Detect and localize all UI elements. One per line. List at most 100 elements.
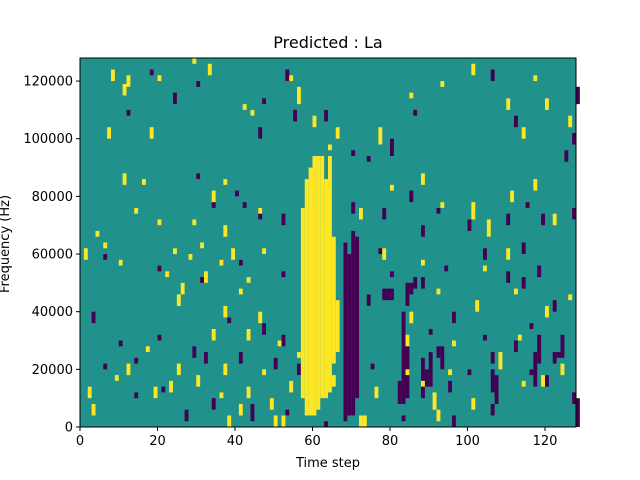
heatmap-cell-high [153, 386, 158, 399]
heatmap-cell-low [238, 352, 243, 364]
heatmap-cell-high [514, 288, 518, 295]
heatmap-cell-high [374, 386, 379, 399]
heatmap-cell-high [475, 300, 480, 312]
heatmap-cell-high [219, 392, 224, 399]
heatmap-cell-low [196, 173, 201, 180]
heatmap-cell-high [246, 277, 251, 283]
heatmap-cell-high [149, 127, 154, 139]
heatmap-cell-low [355, 236, 359, 399]
heatmap-cell-low [552, 300, 557, 312]
y-tick-label: 20000 [32, 363, 73, 378]
heatmap-cell-low [448, 380, 452, 393]
heatmap-cell-low [204, 352, 208, 364]
heatmap-cell-high [176, 363, 181, 376]
heatmap-cell-low [343, 242, 348, 422]
heatmap-cell-low [157, 334, 162, 341]
heatmap-cell-high [165, 271, 170, 278]
heatmap-cell-high [300, 207, 305, 399]
heatmap-cell-high [432, 392, 437, 410]
heatmap-cell-high [238, 288, 243, 295]
heatmap-cell-high [262, 248, 266, 255]
heatmap-cell-low [192, 346, 197, 358]
heatmap-cell-low [235, 190, 239, 197]
x-axis-label: Time step [295, 456, 360, 471]
heatmap-cell-high [324, 179, 328, 399]
heatmap-cell-high [281, 415, 286, 427]
heatmap-cell-high [297, 86, 301, 105]
heatmap-cell-high [157, 219, 162, 226]
heatmap-cell-high [204, 271, 208, 283]
heatmap-cell-low [436, 346, 441, 358]
heatmap-cell-high [409, 92, 414, 99]
heatmap-cell-low [401, 415, 406, 422]
heatmap-cell-high [273, 415, 278, 427]
heatmap-cell-high [552, 213, 557, 226]
heatmap-cell-high [95, 230, 100, 237]
heatmap-cell-low [428, 328, 433, 335]
y-tick-label: 0 [65, 421, 73, 436]
heatmap-cell-high [114, 375, 119, 381]
heatmap-cell-high [258, 311, 263, 324]
heatmap-cell-low [525, 202, 530, 208]
heatmap-cell-low [281, 334, 286, 347]
heatmap-cell-high [471, 398, 476, 410]
heatmap-cell-high [227, 415, 232, 427]
heatmap-cell-low [351, 230, 356, 416]
heatmap-cell-low [494, 375, 499, 404]
heatmap-cell-low [91, 311, 96, 324]
heatmap-cell-high [331, 375, 336, 387]
heatmap-cell-high [486, 219, 491, 237]
heatmap-cell-low [324, 109, 328, 122]
heatmap-cell-low [572, 132, 576, 145]
heatmap-cell-low [533, 352, 538, 387]
heatmap-cell-low [413, 109, 418, 116]
heatmap-cell-high [169, 380, 173, 393]
heatmap-cell-high [483, 265, 487, 272]
heatmap-cell-low [351, 202, 356, 214]
heatmap-cell-high [359, 207, 363, 220]
heatmap-cell-low [378, 248, 383, 255]
heatmap-cell-low [366, 294, 371, 306]
heatmap-cell-high [231, 248, 235, 260]
heatmap-cell-low [238, 259, 243, 266]
heatmap-cell-low [250, 403, 255, 422]
heatmap-cell-low [428, 352, 433, 387]
x-tick-label: 100 [455, 434, 480, 449]
heatmap-cell-high [289, 380, 294, 393]
heatmap-cell-high [223, 225, 228, 237]
plot-area [79, 57, 580, 428]
heatmap-cell-high [471, 63, 476, 76]
heatmap-cell-low [390, 271, 394, 278]
heatmap-cell-high [312, 115, 317, 128]
heatmap-cell-high [258, 207, 263, 214]
heatmap-cell-low [161, 386, 166, 393]
heatmap-cell-high [382, 248, 387, 260]
heatmap-cell-low [529, 369, 534, 376]
heatmap-cell-low [452, 311, 456, 324]
heatmap-cell-low [506, 213, 511, 226]
heatmap-cell-low [126, 109, 131, 116]
heatmap-cell-low [490, 403, 495, 416]
heatmap-cell-low [184, 409, 189, 422]
heatmap-cell-high [207, 63, 212, 76]
heatmap-cell-low [281, 213, 286, 226]
chart-title: Predicted : La [273, 33, 382, 52]
heatmap-cell-high [118, 259, 123, 266]
heatmap-cell-high [328, 156, 332, 393]
heatmap-cell-high [440, 202, 445, 208]
heatmap-cell-low [273, 357, 278, 370]
heatmap-cell-low [421, 225, 425, 237]
heatmap-cell-high [122, 83, 127, 96]
y-tick-label: 60000 [32, 248, 73, 263]
x-tick-label: 0 [76, 434, 84, 449]
heatmap-cell-low [421, 277, 425, 289]
heatmap-cell-low [409, 190, 414, 203]
heatmap-cell-high [320, 277, 325, 283]
heatmap-cell-high [421, 259, 425, 266]
heatmap-cell-high [308, 167, 313, 416]
x-tick-label: 40 [227, 434, 244, 449]
heatmap-cell-high [211, 328, 216, 341]
heatmap-cell-low [572, 207, 576, 220]
heatmap-cell-high [223, 179, 228, 185]
heatmap-cell-low [490, 352, 495, 364]
